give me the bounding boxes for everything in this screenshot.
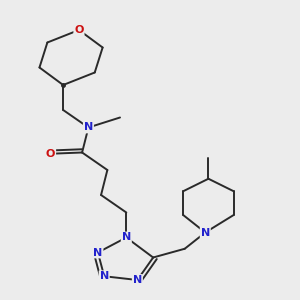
Text: N: N bbox=[122, 232, 131, 242]
Text: N: N bbox=[100, 271, 109, 281]
Text: N: N bbox=[201, 227, 210, 238]
Text: O: O bbox=[74, 25, 84, 35]
Text: N: N bbox=[133, 275, 142, 285]
Text: O: O bbox=[46, 149, 55, 159]
Text: N: N bbox=[84, 122, 93, 133]
Text: N: N bbox=[93, 248, 103, 257]
